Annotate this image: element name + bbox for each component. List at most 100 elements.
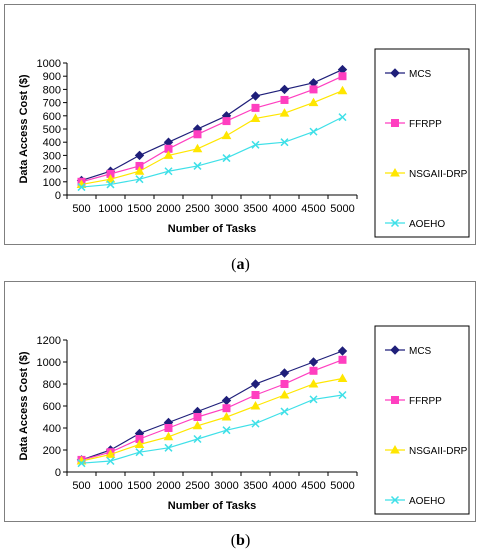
data-point-aoeho	[164, 443, 173, 452]
data-point-aoeho	[280, 407, 289, 416]
data-point-aoeho	[77, 459, 86, 468]
data-point-ffrpp	[164, 424, 173, 432]
data-point-ffrpp	[338, 355, 347, 364]
data-point-ffrpp	[193, 413, 202, 421]
data-point-mcs	[279, 368, 290, 378]
data-point-ffrpp	[251, 103, 260, 112]
x-tick-label: 4500	[301, 203, 325, 215]
series-line-aoeho	[81, 394, 343, 464]
x-axis-title: Number of Tasks	[168, 500, 256, 512]
series-line-mcs	[81, 69, 343, 182]
data-point-nsgaii-drp	[192, 420, 203, 430]
y-tick-label: 0	[55, 190, 61, 202]
data-point-ffrpp	[309, 366, 318, 375]
data-point-ffrpp	[251, 391, 260, 399]
y-tick-label: 300	[43, 150, 61, 162]
data-point-ffrpp	[309, 85, 318, 94]
data-point-aoeho	[106, 180, 115, 189]
x-tick-label: 4000	[272, 203, 296, 215]
y-tick-label: 1000	[37, 58, 61, 70]
data-point-aoeho	[106, 456, 115, 466]
data-point-aoeho	[338, 113, 347, 122]
data-point-ffrpp	[193, 130, 202, 139]
y-tick-label: 0	[55, 467, 61, 479]
x-tick-label: 1000	[98, 203, 122, 215]
x-axis-title: Number of Tasks	[168, 223, 256, 235]
x-tick-label: 1000	[98, 480, 122, 492]
series-line-ffrpp	[81, 359, 343, 461]
series-line-nsgaii-drp	[81, 90, 343, 186]
data-point-aoeho	[135, 175, 144, 184]
legend-box	[374, 325, 470, 515]
data-point-nsgaii-drp	[337, 373, 348, 382]
y-tick-label: 800	[43, 379, 61, 391]
chart-panel-b: 0 200 400 600 800 1000 1200 500 1000 1500 2000 2500…	[4, 281, 476, 522]
x-tick-label: 500	[72, 203, 90, 215]
x-tick-label: 3500	[243, 480, 267, 492]
chart-b-svg: 0 200 400 600 800 1000 1200 500 1000 1500 2000 2500…	[18, 325, 470, 515]
data-point-aoeho	[135, 448, 144, 457]
caption-a-label: a	[236, 256, 245, 273]
data-point-aoeho	[338, 390, 347, 400]
x-tick-label: 4000	[272, 480, 296, 492]
data-point-nsgaii-drp	[279, 389, 290, 399]
data-point-aoeho	[222, 154, 231, 163]
data-point-nsgaii-drp	[279, 108, 290, 117]
y-tick-label: 100	[43, 177, 61, 189]
x-tick-label: 3000	[214, 480, 238, 492]
legend: MCS FFRPP NSGAII-DRP AOEHO	[374, 325, 470, 515]
data-point-aoeho	[251, 419, 260, 428]
y-tick-label: 700	[43, 98, 61, 110]
legend-marker-ffrpp	[391, 396, 399, 404]
data-point-nsgaii-drp	[134, 166, 145, 175]
y-tick-label: 200	[43, 445, 61, 457]
x-tick-label: 5000	[330, 480, 354, 492]
legend-label-aoeho: AOEHO	[409, 219, 445, 230]
y-tick-label: 1000	[37, 357, 61, 369]
legend-label-aoeho: AOEHO	[409, 496, 445, 507]
data-point-mcs	[337, 346, 348, 356]
chart-panel-a: 0 100 200 300 400 500 600 700 800 900 1000 500 1000 1…	[4, 4, 476, 245]
data-point-mcs	[308, 357, 319, 367]
data-point-ffrpp	[280, 95, 289, 104]
legend-label-ffrpp: FFRPP	[409, 396, 442, 407]
y-tick-label: 600	[43, 401, 61, 413]
x-tick-label: 5000	[330, 203, 354, 215]
y-tick-label: 800	[43, 84, 61, 96]
y-tick-label: 600	[43, 111, 61, 123]
data-point-ffrpp	[280, 380, 289, 388]
data-point-aoeho	[280, 138, 289, 147]
series-line-aoeho	[81, 116, 343, 188]
data-point-aoeho	[193, 161, 202, 170]
x-tick-label: 2000	[156, 203, 180, 215]
data-point-aoeho	[309, 127, 318, 136]
data-point-aoeho	[222, 426, 231, 435]
data-point-aoeho	[164, 167, 173, 176]
data-point-ffrpp	[222, 404, 231, 413]
series-line-ffrpp	[81, 75, 343, 183]
y-tick-label: 900	[43, 71, 61, 83]
x-tick-label: 3000	[214, 203, 238, 215]
data-point-mcs	[250, 91, 261, 101]
legend-label-mcs: MCS	[409, 346, 432, 357]
legend-marker-nsgaii-drp	[390, 444, 400, 454]
y-axis-title: Data Access Cost ($)	[18, 351, 30, 460]
data-point-nsgaii-drp	[250, 400, 261, 410]
y-tick-label: 200	[43, 164, 61, 176]
y-tick-label: 400	[43, 423, 61, 435]
data-point-ffrpp	[338, 72, 347, 81]
caption-a: (a)	[231, 256, 250, 273]
y-tick-label: 400	[43, 137, 61, 149]
x-tick-label: 2500	[185, 480, 209, 492]
legend: MCS FFRPP NSGAII-DRP AOEHO	[374, 48, 470, 238]
legend-label-mcs: MCS	[409, 69, 432, 80]
data-point-nsgaii-drp	[105, 174, 116, 183]
y-tick-label: 1200	[37, 335, 61, 347]
legend-label-nsgaii-drp: NSGAII-DRP	[409, 169, 468, 180]
data-point-aoeho	[193, 434, 202, 444]
x-tick-label: 1500	[127, 203, 151, 215]
data-point-mcs	[250, 379, 261, 389]
data-point-nsgaii-drp	[308, 378, 319, 388]
chart-b-plot: 0 200 400 600 800 1000 1200 500 1000 1500 2000 2500…	[18, 335, 358, 512]
